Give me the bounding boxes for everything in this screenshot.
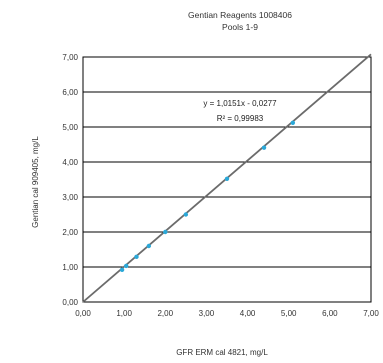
x-tick-label: 4,00 — [240, 309, 256, 318]
y-tick-label: 5,00 — [62, 123, 78, 132]
data-point — [134, 254, 139, 260]
r-squared-label: R² = 0,99983 — [217, 114, 264, 123]
y-tick-label: 7,00 — [62, 53, 78, 62]
data-point — [146, 243, 152, 249]
x-tick-label: 5,00 — [281, 309, 297, 318]
data-point — [124, 263, 129, 269]
data-point — [119, 267, 125, 272]
y-tick-label: 3,00 — [62, 193, 78, 202]
x-tick-label: 3,00 — [199, 309, 215, 318]
x-axis-label: GFR ERM cal 4821, mg/L — [176, 348, 268, 357]
y-tick-label: 1,00 — [62, 263, 78, 272]
y-tick-label: 2,00 — [62, 228, 78, 237]
data-points — [119, 120, 296, 272]
y-tick-label: 4,00 — [62, 158, 78, 167]
y-tick-label: 6,00 — [62, 88, 78, 97]
y-axis-label: Gentian cal 909405, mg/L — [31, 136, 40, 228]
plot-area-frame — [82, 56, 372, 303]
data-point — [290, 120, 296, 126]
x-tick-label: 2,00 — [157, 309, 173, 318]
y-axis-tick-labels: 0,00 1,00 2,00 3,00 4,00 5,00 6,00 7,00 — [62, 53, 78, 307]
x-tick-label: 1,00 — [116, 309, 132, 318]
data-point — [224, 176, 230, 181]
data-point — [183, 212, 189, 217]
x-tick-label: 7,00 — [363, 309, 379, 318]
gridlines — [83, 91, 371, 268]
chart-title: Gentian Reagents 1008406 — [188, 10, 292, 20]
x-tick-label: 6,00 — [322, 309, 338, 318]
x-tick-label: 0,00 — [75, 309, 91, 318]
y-tick-label: 0,00 — [62, 298, 78, 307]
trendline-equation: y = 1,0151x - 0,0277 — [203, 99, 277, 108]
chart-subtitle: Pools 1-9 — [222, 22, 258, 32]
data-point — [261, 145, 267, 150]
x-axis-tick-labels: 0,00 1,00 2,00 3,00 4,00 5,00 6,00 7,00 — [75, 309, 379, 318]
data-point — [163, 229, 168, 235]
